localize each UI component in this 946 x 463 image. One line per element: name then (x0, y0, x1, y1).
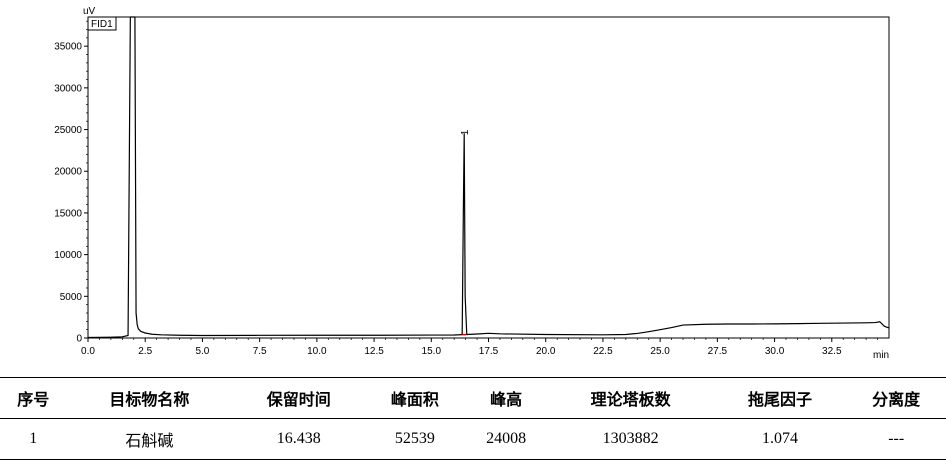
x-tick-label: 2.5 (138, 346, 152, 357)
chromatogram-chart: uV min FID1 0.0 2.5 5.0 7.5 10.0 12.5 15.0 17.5… (54, 6, 890, 361)
x-tick-label: 30.0 (765, 346, 785, 357)
detector-label-frame (87, 16, 117, 31)
x-tick-label: 10.0 (307, 346, 327, 357)
y-tick-label: 25000 (54, 125, 82, 136)
x-axis-ticks: 0.0 2.5 5.0 7.5 10.0 12.5 15.0 17.5 20.0 22.5 25.0… (81, 338, 878, 357)
cell-compound-name: 石斛碱 (66, 418, 233, 460)
peak-label: 1 (460, 129, 471, 135)
x-axis-unit-label: min (873, 350, 889, 361)
x-tick-label: 22.5 (593, 346, 613, 357)
chromatogram-trace (87, 16, 890, 339)
header-theoretical-plates: 理论塔板数 (547, 377, 714, 419)
header-peak-area: 峰面积 (365, 377, 465, 419)
header-retention-time: 保留时间 (232, 377, 366, 419)
x-tick-label: 25.0 (650, 346, 670, 357)
header-index: 序号 (0, 377, 67, 419)
x-tick-label: 20.0 (536, 346, 556, 357)
cell-tailing-factor: 1.074 (713, 418, 847, 460)
x-tick-label: 17.5 (479, 346, 499, 357)
header-tailing-factor: 拖尾因子 (713, 377, 847, 419)
cell-resolution: --- (846, 418, 946, 460)
x-tick-label: 27.5 (708, 346, 728, 357)
y-axis-unit-label: uV (83, 6, 96, 17)
y-tick-label: 35000 (54, 42, 82, 53)
x-tick-label: 12.5 (364, 346, 384, 357)
cell-theoretical-plates: 1303882 (547, 418, 714, 460)
header-resolution: 分离度 (846, 377, 946, 419)
peak-annotation-layer: 1 (460, 129, 471, 336)
plot-frame (87, 16, 890, 339)
series-layer (87, 16, 890, 339)
y-tick-label: 5000 (60, 292, 83, 303)
results-header-row: 序号 目标物名称 保留时间 峰面积 峰高 理论塔板数 拖尾因子 分离度 (0, 377, 946, 419)
cell-index: 1 (0, 418, 67, 460)
detector-label: FID1 (91, 19, 113, 30)
x-tick-label: 0.0 (81, 346, 95, 357)
table-row: 1 石斛碱 16.438 52539 24008 1303882 1.074 -… (0, 418, 946, 460)
cell-peak-height: 24008 (464, 418, 548, 460)
x-tick-label: 7.5 (253, 346, 267, 357)
y-tick-label: 0 (76, 334, 82, 345)
y-axis-ticks: 0 5000 10000 15000 20000 25000 30000 35000 (54, 20, 88, 345)
detector-label-box: FID1 (87, 16, 117, 31)
y-tick-label: 20000 (54, 167, 82, 178)
y-tick-label: 10000 (54, 250, 82, 261)
header-peak-height: 峰高 (464, 377, 548, 419)
x-tick-label: 15.0 (422, 346, 442, 357)
header-compound-name: 目标物名称 (66, 377, 233, 419)
y-tick-label: 15000 (54, 208, 82, 219)
y-tick-label: 30000 (54, 83, 82, 94)
results-table: 序号 目标物名称 保留时间 峰面积 峰高 理论塔板数 拖尾因子 分离度 1 石斛… (0, 377, 946, 460)
x-tick-label: 5.0 (195, 346, 209, 357)
x-tick-label: 32.5 (822, 346, 842, 357)
cell-peak-area: 52539 (365, 418, 465, 460)
cell-retention-time: 16.438 (232, 418, 366, 460)
